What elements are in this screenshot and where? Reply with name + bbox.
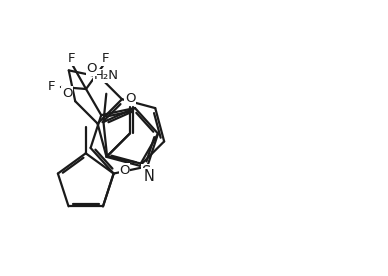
Text: O: O [125, 92, 135, 105]
Text: F: F [101, 52, 109, 65]
Text: N: N [144, 169, 155, 184]
Text: O: O [86, 62, 97, 75]
Text: O: O [62, 87, 73, 100]
Text: F: F [47, 81, 55, 94]
Text: F: F [67, 52, 75, 65]
Text: O: O [119, 164, 130, 177]
Text: S: S [142, 165, 152, 180]
Text: H₂N: H₂N [94, 69, 119, 83]
